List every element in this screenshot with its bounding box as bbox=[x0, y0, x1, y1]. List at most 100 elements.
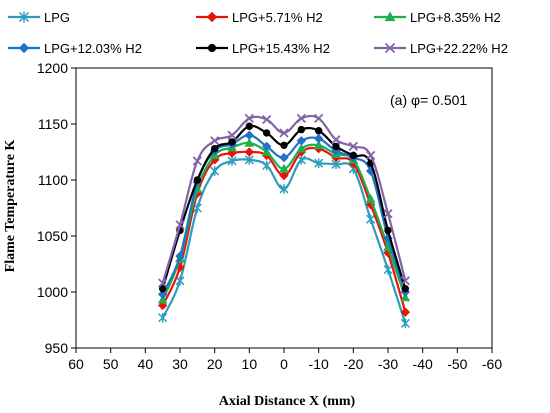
legend-item: LPG+8.35% H2 bbox=[374, 10, 501, 25]
data-point bbox=[210, 166, 220, 176]
data-point bbox=[314, 113, 324, 124]
legend-item: LPG+12.03% H2 bbox=[8, 41, 142, 56]
data-point bbox=[400, 276, 410, 286]
data-point bbox=[366, 214, 376, 224]
data-point bbox=[400, 318, 410, 329]
data-point bbox=[158, 284, 167, 293]
data-point bbox=[175, 220, 185, 230]
data-point bbox=[314, 158, 324, 168]
data-point bbox=[313, 133, 324, 144]
y-tick-label: 1150 bbox=[38, 116, 68, 132]
legend-label: LPG+15.43% H2 bbox=[232, 41, 330, 56]
x-tick-label: -30 bbox=[378, 356, 398, 372]
data-point bbox=[314, 127, 323, 135]
legend-label: LPG+5.71% H2 bbox=[232, 10, 323, 25]
x-tick-label: 0 bbox=[280, 356, 288, 372]
data-point bbox=[296, 143, 307, 153]
data-point bbox=[18, 11, 30, 23]
x-tick-label: 10 bbox=[242, 356, 258, 372]
data-point bbox=[210, 144, 219, 153]
data-point bbox=[384, 11, 396, 22]
data-point bbox=[313, 140, 324, 149]
x-tick-label: -50 bbox=[447, 356, 467, 372]
x-tick-label: -10 bbox=[309, 356, 329, 372]
data-point bbox=[296, 136, 307, 146]
y-tick-label: 1100 bbox=[38, 172, 68, 188]
y-tick-label: 950 bbox=[45, 340, 69, 356]
y-tick-label: 1000 bbox=[37, 284, 68, 300]
y-tick-label: 1200 bbox=[37, 60, 68, 76]
data-point bbox=[206, 11, 218, 23]
data-point bbox=[245, 122, 254, 130]
x-tick-label: 40 bbox=[138, 356, 154, 372]
data-point bbox=[280, 141, 288, 149]
data-point bbox=[244, 113, 254, 124]
data-point bbox=[193, 176, 202, 184]
data-point bbox=[279, 152, 289, 163]
data-point bbox=[244, 147, 255, 157]
data-point bbox=[192, 156, 202, 166]
data-point bbox=[384, 226, 392, 235]
series-layer bbox=[157, 113, 411, 329]
data-point bbox=[262, 129, 271, 137]
x-tick-label: 20 bbox=[207, 356, 223, 372]
data-point bbox=[348, 141, 358, 152]
data-point bbox=[261, 146, 272, 156]
data-point bbox=[158, 312, 168, 323]
legend-label: LPG+12.03% H2 bbox=[44, 41, 142, 56]
y-tick-label: 1050 bbox=[37, 228, 68, 244]
data-point bbox=[262, 114, 272, 125]
data-point bbox=[227, 130, 237, 140]
data-point bbox=[384, 42, 396, 54]
legend-item: LPG+22.22% H2 bbox=[374, 41, 508, 56]
legend: LPG LPG+5.71% H2 LPG+8.35% H2 LPG+12.03% H2… bbox=[8, 10, 508, 56]
x-tick-label: -40 bbox=[413, 356, 433, 372]
data-point bbox=[331, 135, 341, 145]
data-point bbox=[244, 138, 255, 147]
data-point bbox=[228, 138, 236, 146]
data-point bbox=[279, 170, 289, 181]
data-point bbox=[349, 151, 358, 160]
legend-item: LPG bbox=[8, 10, 70, 25]
data-point bbox=[401, 284, 410, 293]
data-point bbox=[18, 42, 30, 54]
data-point bbox=[207, 43, 217, 53]
data-point bbox=[383, 208, 393, 219]
data-point bbox=[175, 276, 185, 286]
data-point bbox=[400, 307, 411, 317]
legend-item: LPG+5.71% H2 bbox=[196, 10, 323, 25]
x-axis-title: Axial Distance X (mm) bbox=[219, 394, 356, 409]
x-tick-label: -60 bbox=[482, 356, 502, 372]
legend-item: LPG+15.43% H2 bbox=[196, 41, 330, 56]
data-point bbox=[158, 278, 168, 288]
data-point bbox=[400, 292, 411, 302]
x-tick-label: -20 bbox=[343, 356, 363, 372]
data-point bbox=[332, 142, 340, 151]
data-point bbox=[210, 136, 220, 146]
data-point bbox=[366, 150, 376, 160]
data-point bbox=[157, 294, 168, 304]
data-point bbox=[296, 113, 306, 124]
x-tick-label: 50 bbox=[103, 356, 119, 372]
x-tick-label: 60 bbox=[68, 356, 84, 372]
y-axis-title: Flame Temperature K bbox=[3, 140, 18, 273]
legend-label: LPG+22.22% H2 bbox=[410, 41, 508, 56]
legend-label: LPG+8.35% H2 bbox=[410, 10, 501, 25]
data-point bbox=[262, 160, 272, 171]
legend-label: LPG bbox=[44, 10, 70, 25]
series-0 bbox=[158, 155, 410, 329]
data-point bbox=[365, 194, 376, 203]
series-5 bbox=[158, 113, 410, 288]
x-tick-label: 30 bbox=[172, 356, 188, 372]
data-point bbox=[279, 163, 289, 173]
data-point bbox=[157, 289, 168, 299]
data-point bbox=[244, 130, 255, 140]
data-point bbox=[383, 264, 393, 275]
data-point bbox=[279, 128, 289, 138]
data-point bbox=[297, 125, 306, 134]
data-point bbox=[261, 141, 272, 152]
